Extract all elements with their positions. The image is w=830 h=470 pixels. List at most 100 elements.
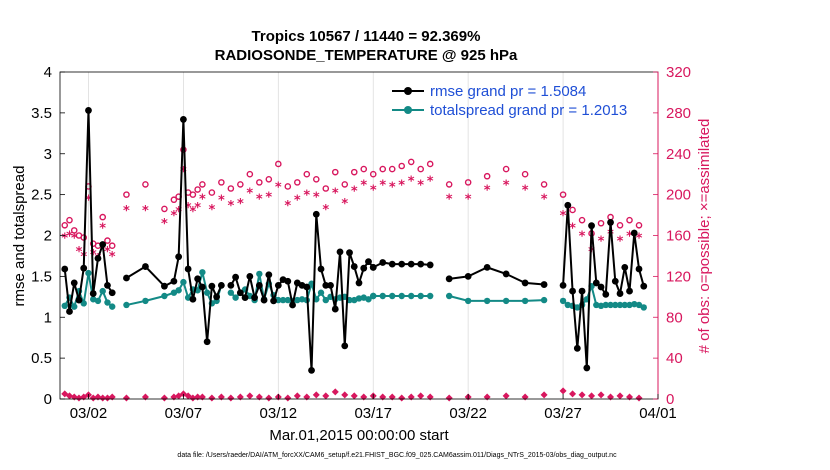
totalspread-point	[85, 269, 92, 277]
totalspread-point	[483, 297, 491, 305]
obs-count-markers: *********** *********** * ** * *** * * ***** * * * *…	[61, 146, 643, 402]
obs-assimilated-marker: *	[598, 235, 605, 250]
y2-tick-label: 120	[666, 268, 691, 285]
plot-background	[60, 72, 658, 399]
obs-possible-marker	[388, 165, 396, 173]
rmse-point	[346, 249, 353, 257]
totalspread-point	[94, 297, 102, 305]
obs-rejected-marker	[540, 391, 548, 399]
rmse-point	[611, 277, 619, 285]
obs-assimilated-marker: *	[484, 184, 491, 199]
obs-assimilated-marker: *	[522, 184, 529, 199]
obs-rejected-marker	[341, 391, 349, 399]
obs-possible-marker	[379, 165, 387, 173]
rmse-point	[142, 263, 149, 270]
obs-assimilated-marker: *	[161, 217, 168, 232]
obs-assimilated-marker: *	[189, 205, 196, 220]
obs-assimilated-marker: *	[66, 230, 73, 245]
obs-assimilated-marker: *	[99, 221, 106, 236]
rmse-point	[161, 282, 168, 290]
totalspread-point	[540, 296, 548, 304]
rmse-point	[597, 283, 605, 291]
obs-possible-marker	[398, 162, 406, 170]
obs-assimilated-marker: *	[332, 187, 339, 202]
obs-rejected-marker	[635, 394, 643, 402]
totalspread-point	[170, 289, 178, 296]
obs-assimilated-marker: *	[218, 194, 225, 209]
obs-possible-marker	[284, 183, 292, 190]
rmse-point	[365, 258, 372, 266]
y2-tick-label: 320	[666, 64, 691, 81]
totalspread-point	[284, 296, 292, 304]
obs-assimilated-marker: *	[294, 194, 301, 209]
x-axis-label: Mar.01,2015 00:00:00 start	[269, 427, 449, 444]
obs-assimilated-marker: *	[417, 178, 424, 193]
rmse-point	[327, 281, 334, 289]
totalspread-point	[635, 301, 643, 309]
obs-possible-marker	[597, 219, 605, 227]
rmse-point	[284, 277, 292, 285]
totalspread-point	[521, 297, 529, 305]
rmse-point	[398, 260, 406, 268]
obs-assimilated-marker: *	[208, 203, 215, 218]
obs-possible-marker	[464, 179, 472, 186]
totalspread-point	[379, 292, 386, 300]
obs-assimilated-marker: *	[71, 232, 78, 247]
obs-possible-marker	[417, 165, 424, 173]
obs-assimilated-marker: *	[313, 191, 320, 206]
rmse-line	[562, 205, 645, 368]
x-tick-label: 03/07	[165, 405, 203, 422]
obs-rejected-marker	[89, 394, 97, 402]
obs-possible-marker	[331, 168, 339, 176]
obs-possible-marker	[189, 191, 197, 198]
rmse-point	[227, 281, 235, 289]
obs-assimilated-marker: *	[142, 204, 149, 219]
obs-assimilated-marker: *	[427, 174, 434, 189]
obs-assimilated-marker: *	[265, 191, 272, 206]
obs-rejected-marker	[75, 394, 83, 402]
obs-rejected-marker	[502, 392, 510, 400]
obs-assimilated-marker: *	[322, 203, 329, 218]
y2-tick-label: 160	[666, 228, 691, 245]
obs-assimilated-marker: *	[90, 248, 97, 263]
plot-area: *********** *********** * ** * *** * * ***** * * * *…	[59, 71, 659, 402]
totalspread-point	[621, 301, 628, 309]
obs-possible-marker	[265, 175, 273, 183]
totalspread-point	[142, 297, 149, 305]
obs-possible-marker	[322, 185, 330, 192]
rmse-point	[184, 265, 192, 273]
y2-axis-label: # of obs: o=possible; ×=assimilated	[696, 119, 713, 354]
obs-rejected-marker	[160, 394, 168, 402]
obs-possible-marker	[294, 179, 301, 186]
rmse-point	[66, 308, 73, 315]
rmse-point	[270, 297, 277, 305]
obs-assimilated-marker: *	[408, 174, 415, 189]
obs-assimilated-marker: *	[303, 189, 310, 204]
obs-possible-marker	[246, 170, 254, 178]
obs-possible-marker	[104, 237, 111, 244]
rmse-point	[417, 260, 425, 268]
obs-possible-marker	[194, 186, 201, 193]
obs-possible-marker	[350, 168, 358, 176]
obs-possible-marker	[275, 160, 282, 168]
rmse-point	[388, 260, 396, 268]
totalspread-point	[640, 304, 647, 311]
rmse-point	[559, 281, 567, 289]
right-axis: 0 40 80 120 160 200 240 280 320	[653, 64, 691, 408]
obs-assimilated-marker: *	[284, 199, 291, 214]
totalspread-point	[298, 296, 306, 303]
rmse-point	[198, 283, 206, 291]
obs-rejected-marker	[350, 392, 358, 400]
rmse-point	[360, 264, 368, 272]
obs-possible-marker	[626, 216, 633, 224]
rmse-point	[312, 210, 320, 218]
totalspread-point	[597, 302, 605, 310]
rmse-point	[61, 265, 69, 273]
rmse-point	[246, 272, 254, 280]
y-tick-label: 0	[44, 391, 52, 408]
rmse-point	[232, 273, 240, 281]
rmse-point	[336, 248, 344, 256]
totalspread-point	[294, 296, 301, 304]
obs-assimilated-marker: *	[579, 230, 586, 245]
